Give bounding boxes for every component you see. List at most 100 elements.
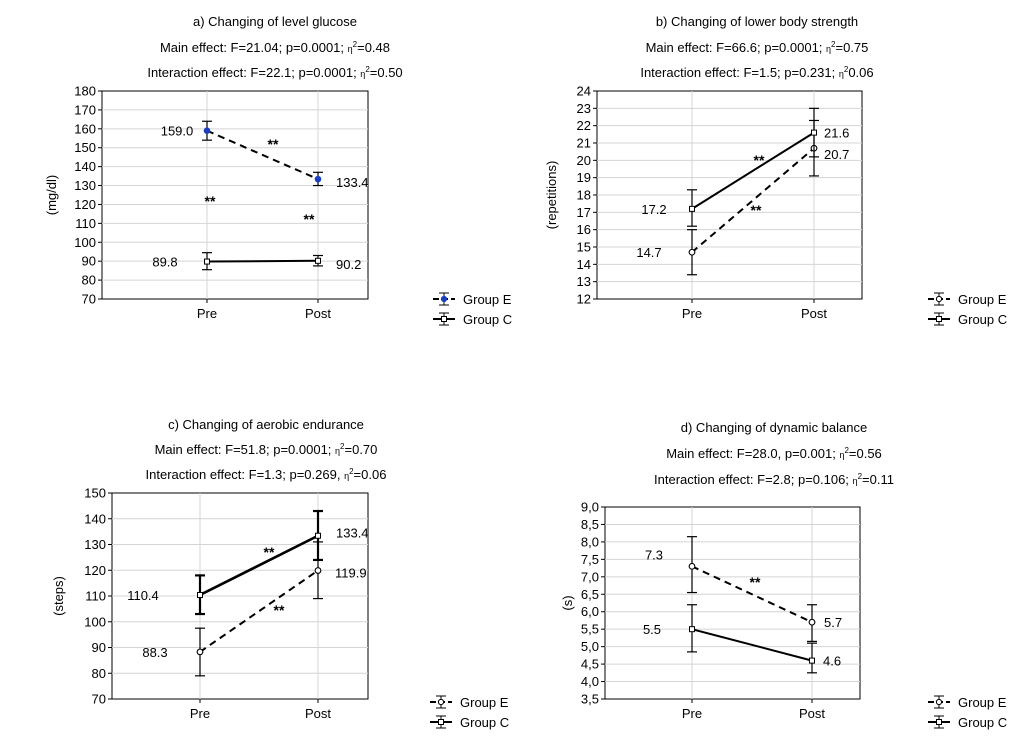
y-tick-label: 23 [577,101,591,116]
legend-entry: Group E [430,695,509,710]
y-tick-label: 20 [577,153,591,168]
data-label: 119.9 [335,566,367,581]
y-tick-label: 7,0 [581,569,599,584]
series-line-group-c [691,131,815,210]
main-effect-subtitle: Main effect: F=66.6; p=0.0001; η2=0.75 [646,40,869,55]
legend-marker [441,316,447,322]
y-tick-label: 120 [84,563,106,578]
series-line-group-c [691,628,813,662]
legend-entry: Group C [928,312,1007,327]
significance-annotation: ** [750,574,761,590]
data-point [315,257,321,264]
y-tick-label: 5,5 [581,622,599,637]
legend-label: Group E [958,695,1007,710]
legend-label: Group E [463,292,512,307]
legend-entry: Group E [433,292,512,307]
legend-marker [936,316,942,322]
y-tick-label: 80 [82,273,96,288]
y-tick-label: 6,5 [581,587,599,602]
significance-annotation: ** [264,544,275,560]
y-tick-label: 90 [92,640,106,655]
legend-label: Group C [958,715,1007,730]
x-tick-label: Pre [682,706,702,721]
y-tick-label: 150 [74,140,96,155]
x-tick-label: Pre [197,306,217,321]
legend-entry: Group C [433,312,512,327]
interaction-effect-subtitle: Interaction effect: F=1.5; p=0.231; η20.… [640,65,873,80]
y-tick-label: 110 [75,216,96,231]
data-label: 88.3 [142,645,167,660]
y-tick-label: 130 [74,178,96,193]
significance-annotation: ** [754,152,765,168]
data-point [689,205,695,212]
data-label: 5.5 [643,622,661,637]
y-tick-label: 16 [577,222,591,237]
x-tick-label: Post [799,706,825,721]
series-line-group-c [199,534,319,597]
legend-label: Group C [460,715,509,730]
main-effect-subtitle: Main effect: F=21.04; p=0.0001; η2=0.48 [160,40,390,55]
y-tick-label: 24 [577,84,591,99]
y-tick-label: 7,5 [581,552,599,567]
x-tick-label: Post [305,706,331,721]
significance-annotation: ** [751,202,762,218]
data-label: 7.3 [645,547,663,562]
data-point [811,129,817,136]
y-tick-label: 100 [74,235,96,250]
series-line-group-e [691,565,813,624]
legend-marker [935,295,943,303]
y-tick-label: 14 [577,257,591,272]
y-tick-label: 18 [577,188,591,203]
data-label: 90.2 [336,257,361,272]
series-line-group-c [206,259,319,263]
data-label: 89.8 [152,255,177,270]
y-tick-label: 140 [74,159,96,174]
series-line-group-e [691,147,815,253]
y-tick-label: 80 [92,666,106,681]
series-line-group-e [206,129,319,181]
y-tick-label: 8,0 [581,534,599,549]
data-point [689,626,695,633]
y-tick-label: 160 [74,121,96,136]
legend-entry: Group C [928,715,1007,730]
chart-panel-b: b) Changing of lower body strength Main e… [544,14,1007,327]
y-tick-label: 15 [577,240,591,255]
data-label: 5.7 [824,615,842,630]
x-tick-label: Pre [682,306,702,321]
legend-marker [935,698,943,706]
y-tick-label: 90 [82,254,96,269]
data-label: 4.6 [823,654,841,669]
chart-title: b) Changing of lower body strength [656,14,858,29]
data-point [315,532,321,539]
y-tick-label: 6,0 [581,604,599,619]
y-tick-label: 130 [84,537,106,552]
chart-panel-c: c) Changing of aerobic endurance Main eff… [51,417,509,730]
interaction-effect-subtitle: Interaction effect: F=2.8; p=0.106; η2=0… [654,472,894,487]
data-point-marker [314,567,322,574]
legend-entry: Group C [430,715,509,730]
data-point [197,591,203,598]
y-tick-label: 3,5 [581,692,599,707]
chart-panel-d: d) Changing of dynamic balance Main effec… [560,420,1007,730]
data-point [204,258,210,265]
data-point-marker [808,618,816,626]
legend-entry: Group E [928,695,1007,710]
data-label: 110.4 [127,588,159,603]
data-point-marker [688,563,696,570]
legend-entry: Group E [928,292,1007,307]
data-point [809,657,815,664]
x-tick-label: Post [305,306,331,321]
legend-label: Group C [958,312,1007,327]
x-tick-label: Post [801,306,827,321]
y-tick-label: 5,0 [581,639,599,654]
data-point [314,175,322,183]
y-tick-label: 110 [85,589,106,604]
plot-area [604,506,861,700]
legend-marker [438,719,444,725]
y-tick-label: 120 [74,197,96,212]
chart-panel-a: a) Changing of level glucose Main effect:… [44,14,512,327]
y-tick-label: 180 [74,84,96,99]
y-tick-label: 140 [84,511,106,526]
data-label: 14.7 [636,245,661,260]
